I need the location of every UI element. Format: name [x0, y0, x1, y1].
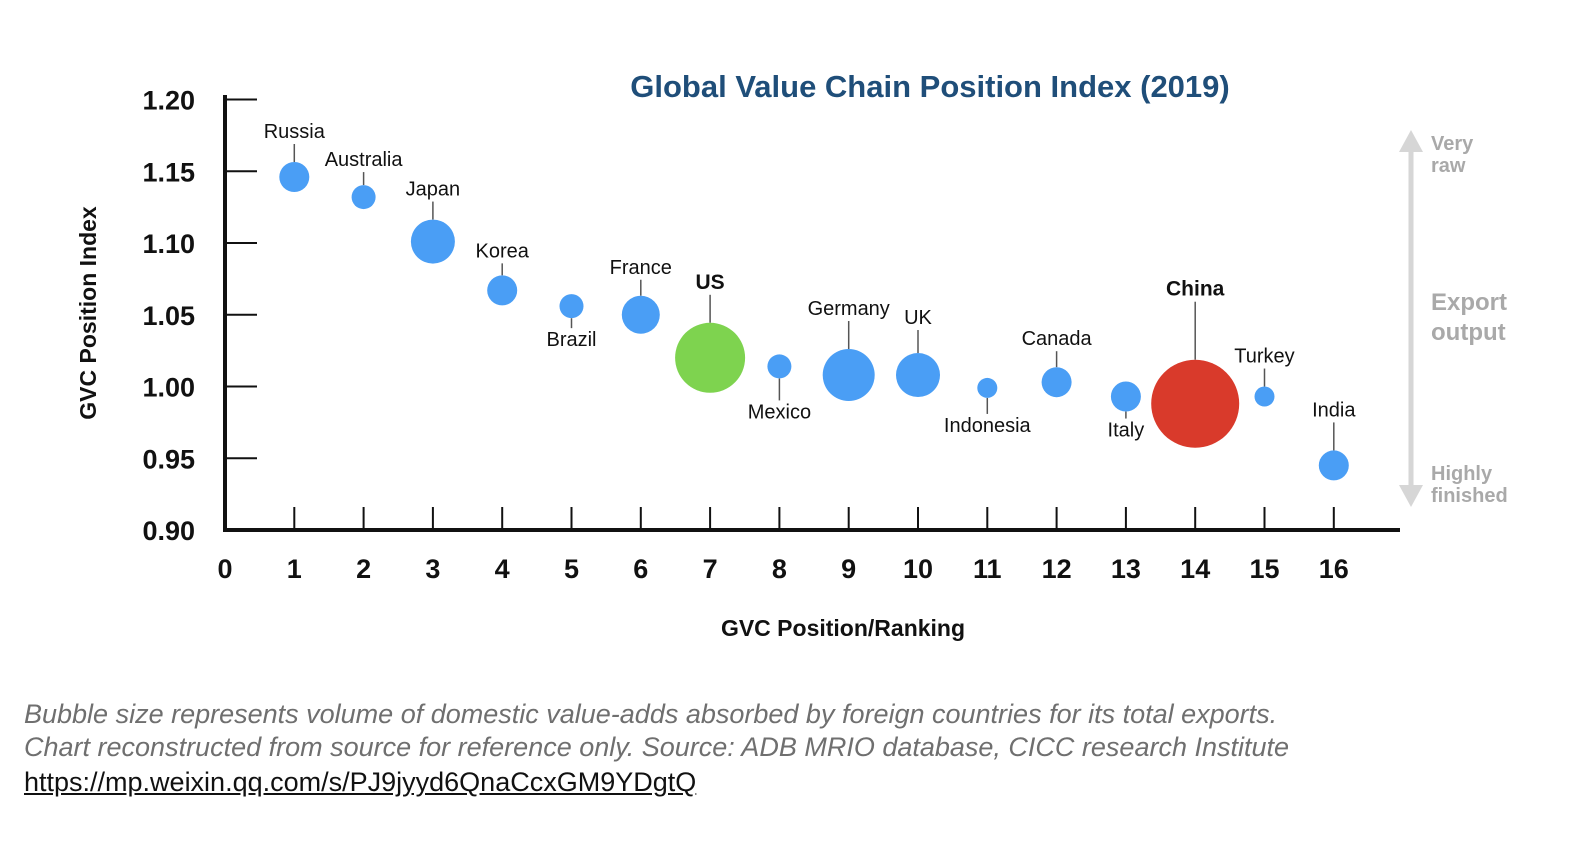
bubble-germany — [822, 349, 875, 402]
point-label: Italy — [1108, 420, 1145, 442]
annotation-middle: Export — [1431, 289, 1507, 316]
point-label: Japan — [406, 179, 461, 201]
annotation-bottom: finished — [1431, 485, 1508, 507]
x-tick-label: 9 — [841, 554, 856, 584]
y-tick-label: 0.90 — [142, 516, 195, 546]
bubble-italy — [1110, 381, 1141, 412]
chart-title: Global Value Chain Position Index (2019) — [630, 69, 1229, 104]
annotation-middle: output — [1431, 319, 1506, 346]
bubble-mexico — [767, 354, 792, 379]
bubble-china — [1151, 359, 1240, 448]
y-tick-label: 0.95 — [142, 444, 195, 474]
annotation-arrow-down — [1399, 485, 1423, 507]
point-label: US — [696, 271, 725, 294]
y-axis-label: GVC Position Index — [75, 206, 101, 420]
point-label: Germany — [808, 298, 890, 320]
point-label: Indonesia — [944, 415, 1032, 437]
bubble-turkey — [1254, 386, 1275, 407]
point-label: China — [1166, 278, 1225, 301]
point-label: Turkey — [1234, 346, 1294, 368]
x-tick-label: 6 — [633, 554, 648, 584]
x-tick-label: 8 — [772, 554, 787, 584]
x-tick-label: 14 — [1180, 554, 1210, 584]
x-axis-label: GVC Position/Ranking — [721, 615, 965, 641]
point-label: Russia — [264, 121, 326, 143]
point-label: Korea — [476, 240, 530, 262]
y-tick-label: 1.05 — [142, 301, 195, 331]
bubble-indonesia — [977, 377, 998, 398]
x-tick-label: 3 — [425, 554, 440, 584]
y-tick-label: 1.20 — [142, 86, 195, 116]
chart-svg: Global Value Chain Position Index (2019)… — [75, 69, 1508, 641]
x-tick-label: 15 — [1249, 554, 1279, 584]
x-tick-label: 5 — [564, 554, 579, 584]
bubble-brazil — [559, 294, 584, 319]
caption-line-1: Bubble size represents volume of domesti… — [24, 699, 1278, 729]
x-tick-label: 0 — [217, 554, 232, 584]
point-label: Mexico — [748, 401, 811, 423]
bubble-uk — [896, 353, 940, 398]
x-tick-label: 10 — [903, 554, 933, 584]
x-tick-label: 7 — [703, 554, 718, 584]
point-label: Brazil — [546, 329, 596, 351]
point-label: India — [1312, 399, 1356, 421]
bubble-australia — [351, 185, 376, 210]
x-tick-label: 11 — [973, 554, 1002, 584]
chart: Global Value Chain Position Index (2019)… — [75, 69, 1508, 641]
x-tick-label: 2 — [356, 554, 371, 584]
bubble-france — [621, 295, 660, 334]
bubble-india — [1318, 450, 1349, 481]
x-tick-label: 16 — [1319, 554, 1349, 584]
bubble-japan — [410, 219, 455, 264]
bubble-canada — [1041, 367, 1072, 398]
bubble-us — [675, 322, 746, 393]
annotation-top: raw — [1431, 155, 1466, 177]
y-tick-label: 1.10 — [142, 229, 195, 259]
source-link[interactable]: https://mp.weixin.qq.com/s/PJ9jyyd6QnaCc… — [24, 767, 697, 797]
caption-line-2: Chart reconstructed from source for refe… — [24, 732, 1290, 762]
y-tick-label: 1.00 — [142, 373, 195, 403]
point-label: France — [610, 257, 672, 279]
annotation-arrow-up — [1399, 130, 1423, 152]
point-label: Canada — [1022, 328, 1093, 350]
point-label: UK — [904, 307, 932, 329]
annotation-top: Very — [1431, 133, 1474, 155]
x-tick-label: 13 — [1111, 554, 1141, 584]
point-label: Australia — [325, 149, 404, 171]
x-tick-label: 4 — [495, 554, 510, 584]
bubble-russia — [279, 161, 310, 192]
x-tick-label: 1 — [287, 554, 302, 584]
bubble-korea — [487, 275, 518, 306]
y-tick-label: 1.15 — [142, 157, 195, 187]
x-tick-label: 12 — [1042, 554, 1072, 584]
annotation-bottom: Highly — [1431, 463, 1493, 485]
